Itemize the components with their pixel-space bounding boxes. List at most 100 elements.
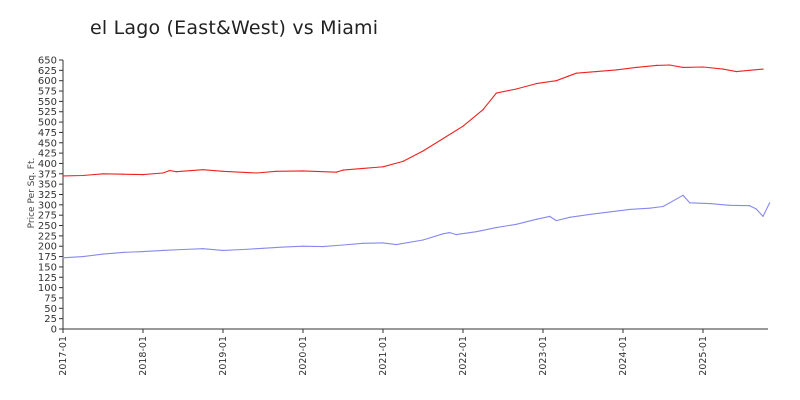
data-point: [555, 80, 557, 82]
data-point: [202, 248, 204, 250]
axes: 0255075100125150175200225250275300325350…: [38, 56, 768, 376]
data-point: [762, 215, 764, 217]
y-tick-label: 150: [38, 262, 57, 273]
data-point: [455, 234, 457, 236]
data-point: [749, 205, 751, 207]
x-tick-label: 2018-01: [138, 336, 149, 376]
x-tick-label: 2019-01: [218, 336, 229, 376]
data-point: [495, 227, 497, 229]
data-point: [755, 208, 757, 210]
series-2: [62, 194, 771, 259]
data-point: [82, 256, 84, 258]
x-tick-label: 2024-01: [618, 336, 629, 376]
data-point: [549, 215, 551, 217]
data-point: [449, 232, 451, 234]
y-tick-label: 650: [38, 56, 57, 67]
data-point: [515, 88, 517, 90]
x-tick-label: 2022-01: [458, 336, 469, 376]
y-tick-label: 175: [38, 252, 57, 263]
data-point: [262, 247, 264, 249]
series-line: [62, 194, 771, 259]
data-point: [102, 173, 104, 175]
data-point: [222, 249, 224, 251]
data-point: [242, 248, 244, 251]
y-tick-label: 425: [38, 149, 57, 160]
data-point: [635, 66, 637, 68]
data-point: [255, 172, 257, 174]
y-tick-label: 25: [44, 314, 57, 325]
data-point: [475, 231, 477, 233]
data-point: [722, 68, 724, 70]
data-point: [302, 170, 304, 172]
y-tick-label: 475: [38, 128, 57, 139]
data-point: [462, 125, 464, 127]
data-point: [669, 202, 671, 204]
y-tick-label: 325: [38, 190, 57, 201]
data-point: [175, 171, 177, 173]
y-tick-label: 250: [38, 221, 57, 232]
y-tick-label: 525: [38, 107, 57, 118]
data-point: [589, 213, 591, 215]
data-point: [495, 92, 497, 94]
data-point: [609, 211, 611, 213]
data-point: [122, 173, 124, 175]
data-point: [655, 64, 657, 66]
y-tick-label: 300: [38, 200, 57, 211]
y-tick-label: 0: [51, 325, 57, 336]
y-tick-label: 400: [38, 159, 57, 170]
y-tick-label: 275: [38, 211, 57, 222]
data-point: [662, 205, 664, 208]
data-point: [142, 251, 144, 253]
y-axis-label: Price Per Sq. Ft.: [27, 158, 37, 229]
data-point: [515, 223, 517, 225]
data-point: [682, 194, 684, 196]
data-point: [395, 244, 397, 246]
data-point: [669, 64, 671, 66]
y-tick-label: 75: [44, 293, 57, 304]
y-tick-label: 200: [38, 242, 57, 253]
data-point: [282, 246, 284, 248]
data-point: [402, 160, 404, 162]
data-point: [749, 69, 751, 71]
data-point: [342, 169, 344, 171]
data-point: [649, 207, 651, 209]
data-point: [162, 172, 164, 174]
data-point: [302, 245, 304, 247]
data-point: [762, 68, 764, 70]
data-point: [482, 109, 484, 111]
data-point: [82, 174, 84, 177]
data-point: [102, 253, 104, 255]
y-tick-label: 450: [38, 138, 57, 149]
y-tick-label: 500: [38, 118, 57, 129]
data-point: [182, 248, 184, 251]
y-tick-label: 100: [38, 283, 57, 294]
series-line: [62, 64, 764, 177]
data-point: [575, 72, 577, 74]
y-tick-label: 550: [38, 97, 57, 108]
data-point: [729, 204, 731, 206]
series-1: [62, 64, 764, 177]
data-point: [702, 66, 704, 68]
data-point: [442, 233, 444, 235]
data-point: [442, 138, 444, 140]
data-point: [142, 174, 144, 176]
data-point: [382, 242, 384, 244]
data-point: [362, 167, 364, 169]
y-tick-label: 225: [38, 231, 57, 242]
data-point: [769, 202, 771, 204]
data-point: [422, 150, 424, 152]
y-tick-label: 600: [38, 76, 57, 87]
data-point: [62, 175, 64, 177]
data-point: [422, 239, 424, 241]
data-point: [535, 83, 537, 85]
data-point: [615, 69, 617, 71]
data-point: [169, 169, 171, 172]
data-point: [382, 166, 384, 168]
data-point: [275, 170, 277, 172]
data-point: [122, 251, 124, 253]
y-tick-label: 125: [38, 273, 57, 284]
data-point: [569, 216, 571, 218]
data-point: [162, 249, 164, 251]
data-point: [62, 257, 64, 259]
